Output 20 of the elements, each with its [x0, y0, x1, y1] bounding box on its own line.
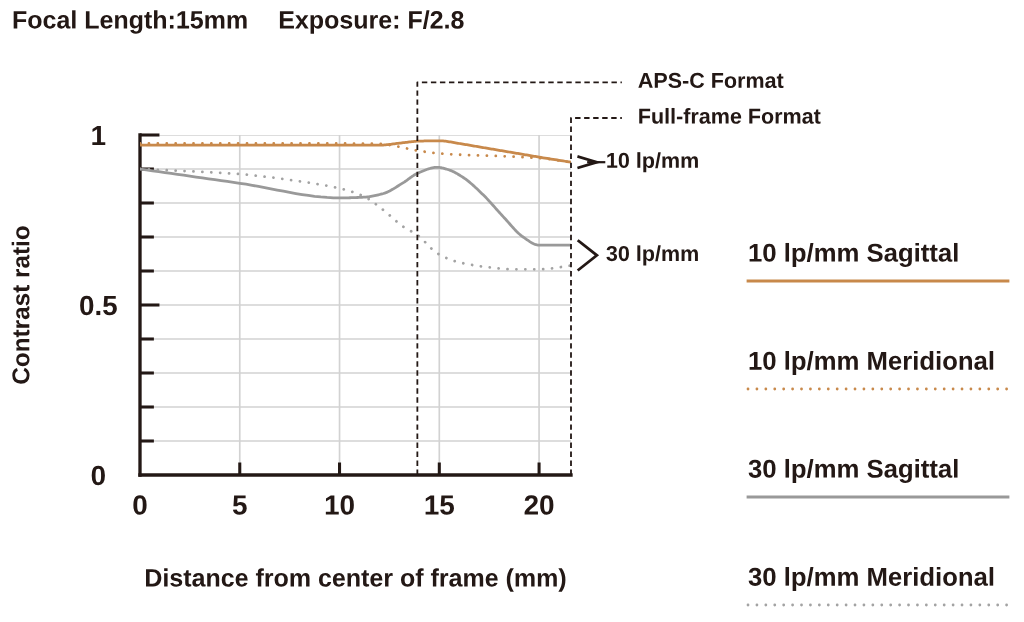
x-tick-label: 15	[425, 495, 454, 515]
ref-line-label: APS-C Format	[638, 72, 784, 89]
annotation: 30 lp/mm	[606, 245, 698, 266]
chart-subtitle: Exposure: F/2.8	[279, 10, 464, 34]
chart-title: Focal Length:15mm	[13, 10, 247, 34]
text: 10 lp/mm Meridional	[749, 351, 994, 375]
y-tick-label: 1	[92, 125, 106, 146]
annotation: 10 lp/mm	[607, 152, 698, 173]
x-tick-label: 20	[524, 495, 554, 515]
x-tick-label: 0	[133, 495, 147, 515]
x-axis-title: Distance from center of frame (mm)	[146, 568, 566, 592]
x-tick-label: 10	[325, 495, 354, 515]
y-tick-label: 0	[91, 465, 105, 486]
text: 30 lp/mm Meridional	[748, 567, 994, 591]
y-axis-title: Contrast ratio	[11, 226, 30, 384]
ref-line-label: Full-frame Format	[639, 107, 821, 124]
text: 30 lp/mm Sagittal	[748, 458, 958, 484]
x-tick-label: 5	[232, 495, 247, 515]
text: 10 lp/mm Sagittal	[749, 242, 958, 268]
y-tick-label: 0.5	[80, 295, 117, 316]
